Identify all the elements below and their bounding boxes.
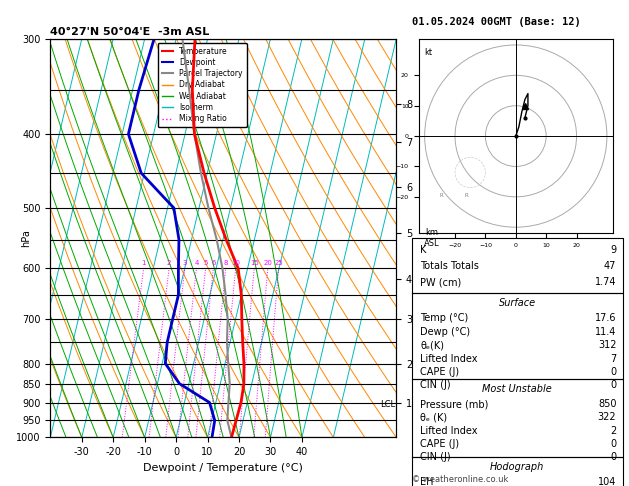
Text: CIN (J): CIN (J) (420, 452, 451, 463)
Text: 9: 9 (610, 245, 616, 256)
Text: 20: 20 (264, 260, 272, 266)
Text: R: R (440, 193, 443, 198)
Text: 47: 47 (604, 261, 616, 271)
Text: CAPE (J): CAPE (J) (420, 367, 460, 377)
Text: 1: 1 (142, 260, 146, 266)
Text: 7: 7 (610, 354, 616, 364)
Text: 40°27'N 50°04'E  -3m ASL: 40°27'N 50°04'E -3m ASL (50, 27, 209, 37)
Text: 8: 8 (223, 260, 228, 266)
Text: 15: 15 (250, 260, 259, 266)
Text: 10: 10 (231, 260, 240, 266)
Text: EH: EH (420, 477, 434, 486)
Text: © weatheronline.co.uk: © weatheronline.co.uk (412, 474, 508, 484)
Text: 01.05.2024 00GMT (Base: 12): 01.05.2024 00GMT (Base: 12) (412, 17, 581, 27)
Text: Most Unstable: Most Unstable (482, 384, 552, 395)
Text: 0: 0 (610, 439, 616, 449)
Text: K: K (420, 245, 427, 256)
Text: 312: 312 (598, 340, 616, 350)
Text: 850: 850 (598, 399, 616, 409)
Text: Temp (°C): Temp (°C) (420, 313, 469, 324)
Text: 0: 0 (610, 452, 616, 463)
Text: 2: 2 (610, 426, 616, 436)
Text: 11.4: 11.4 (595, 327, 616, 337)
Text: Lifted Index: Lifted Index (420, 354, 478, 364)
Text: LCL: LCL (380, 400, 396, 409)
Text: Surface: Surface (499, 298, 536, 309)
Text: θₑ(K): θₑ(K) (420, 340, 445, 350)
Text: 6: 6 (211, 260, 216, 266)
Text: CAPE (J): CAPE (J) (420, 439, 460, 449)
Text: Lifted Index: Lifted Index (420, 426, 478, 436)
Text: 2: 2 (167, 260, 171, 266)
Legend: Temperature, Dewpoint, Parcel Trajectory, Dry Adiabat, Wet Adiabat, Isotherm, Mi: Temperature, Dewpoint, Parcel Trajectory… (158, 43, 247, 127)
Text: 4: 4 (194, 260, 199, 266)
Text: 5: 5 (203, 260, 208, 266)
Text: Pressure (mb): Pressure (mb) (420, 399, 489, 409)
Text: R: R (464, 193, 468, 198)
Text: PW (cm): PW (cm) (420, 277, 462, 287)
Text: Dewp (°C): Dewp (°C) (420, 327, 470, 337)
Text: 0: 0 (610, 380, 616, 390)
Text: 17.6: 17.6 (595, 313, 616, 324)
X-axis label: Dewpoint / Temperature (°C): Dewpoint / Temperature (°C) (143, 463, 303, 473)
Text: θₑ (K): θₑ (K) (420, 412, 448, 422)
Text: 1.74: 1.74 (595, 277, 616, 287)
Y-axis label: km
ASL: km ASL (424, 228, 440, 248)
Text: Hodograph: Hodograph (490, 462, 545, 472)
Text: 3: 3 (182, 260, 187, 266)
Text: CIN (J): CIN (J) (420, 380, 451, 390)
Text: 104: 104 (598, 477, 616, 486)
Text: Totals Totals: Totals Totals (420, 261, 479, 271)
Text: 25: 25 (274, 260, 283, 266)
Text: 322: 322 (598, 412, 616, 422)
Text: 0: 0 (610, 367, 616, 377)
Text: hPa: hPa (21, 229, 31, 247)
Text: kt: kt (425, 48, 433, 57)
